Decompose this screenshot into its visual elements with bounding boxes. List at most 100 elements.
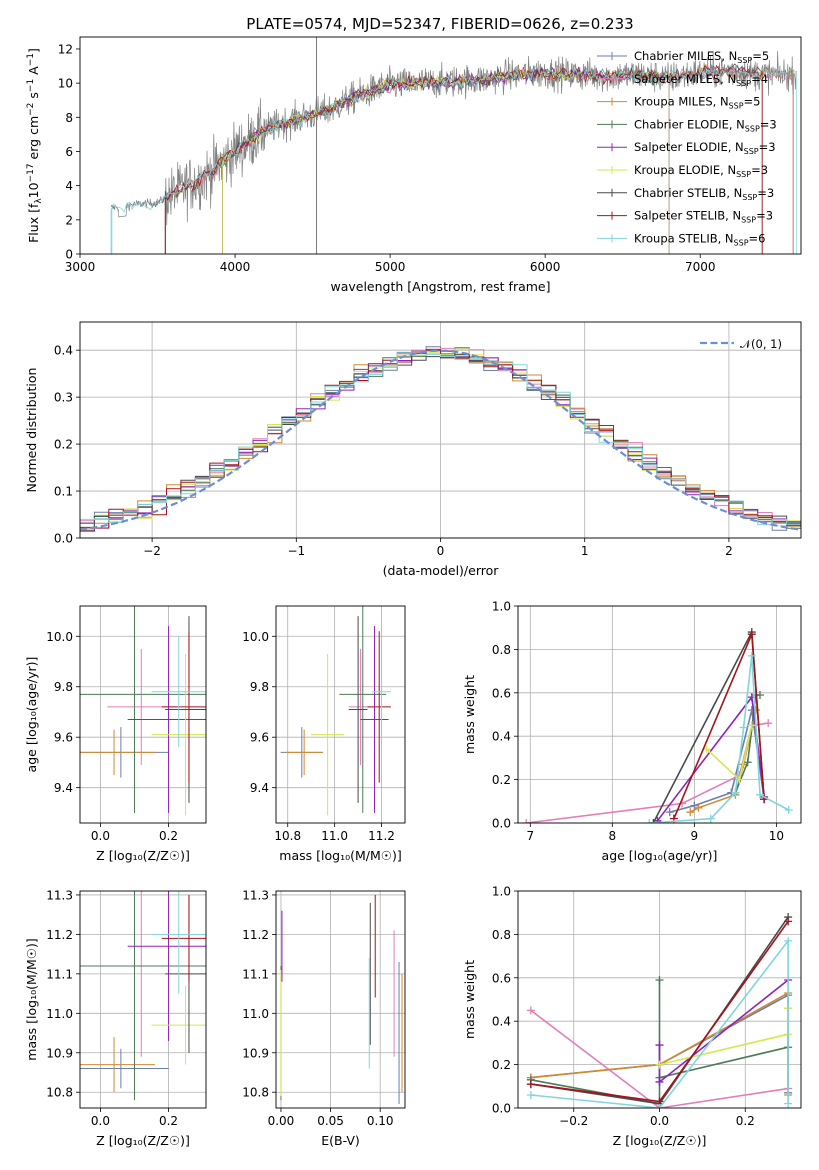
y-tick-label: 8 bbox=[65, 111, 73, 125]
y-axis-label-part: λ bbox=[34, 198, 44, 204]
legend-label-nssp: =3 bbox=[756, 209, 773, 223]
x-tick-label: 7000 bbox=[685, 260, 716, 274]
y-tick-label: 0.0 bbox=[492, 1102, 511, 1116]
x-tick-label: 4000 bbox=[220, 260, 251, 274]
y-tick-label: 0.8 bbox=[492, 928, 511, 942]
weight-marker bbox=[747, 721, 756, 730]
y-tick-label: 9.6 bbox=[250, 731, 269, 745]
x-tick-label: 11.2 bbox=[368, 829, 395, 843]
legend-label: 𝒩(0, 1) bbox=[740, 337, 782, 351]
legend-label-nssp: =3 bbox=[751, 163, 768, 177]
weight-line bbox=[658, 979, 789, 1084]
legend-label: Salpeter MILES, NSSP=4 bbox=[634, 72, 768, 88]
weight-marker bbox=[784, 1099, 793, 1108]
model-fit-line bbox=[110, 65, 797, 254]
weight-marker bbox=[526, 1006, 535, 1015]
x-tick-label: −0.2 bbox=[559, 1114, 588, 1128]
y-axis-label-part: −1 bbox=[26, 53, 36, 66]
y-tick-label: 10.9 bbox=[242, 1046, 269, 1060]
x-axis-label: wavelength [Angstrom, rest frame] bbox=[330, 279, 550, 294]
legend-label-text: Kroupa ELODIE, N bbox=[634, 163, 736, 177]
y-tick-label: 11.3 bbox=[46, 888, 73, 902]
legend-label-text: Kroupa STELIB, N bbox=[634, 231, 734, 245]
weight-marker bbox=[755, 790, 764, 799]
weight-vs-Z-lines bbox=[526, 913, 793, 1108]
x-tick-label: 5000 bbox=[375, 260, 406, 274]
x-tick-label: 10 bbox=[769, 829, 784, 843]
residual-legend: 𝒩(0, 1) bbox=[700, 337, 782, 351]
y-axis-label-part: −1 bbox=[26, 79, 36, 92]
legend-label: Chabrier STELIB, NSSP=3 bbox=[634, 186, 774, 202]
y-tick-label: 11.2 bbox=[242, 928, 269, 942]
y-tick-label: 0.6 bbox=[492, 971, 511, 985]
x-axis-label: Z [log₁₀(Z/Z☉)] bbox=[96, 848, 190, 863]
y-tick-label: 0 bbox=[65, 248, 73, 262]
weight-marker bbox=[731, 788, 740, 797]
age-vs-mass-axes: 10.8 11.0 11.2 9.4 9.6 9.8 10.0 mass [log₁₀(M/M… bbox=[242, 606, 405, 863]
x-tick-label: 0.10 bbox=[367, 1114, 394, 1128]
weight-line bbox=[659, 1008, 789, 1066]
y-axis-label: age [log₁₀(age/yr)] bbox=[24, 657, 39, 773]
legend-label-sub: SSP bbox=[745, 124, 760, 133]
legend-label-text: Chabrier ELODIE, N bbox=[634, 117, 745, 131]
y-axis-label-part: A bbox=[26, 66, 41, 79]
legend-label-nssp: =3 bbox=[759, 140, 776, 154]
y-axis-label-part: ] bbox=[26, 48, 41, 53]
x-axis-label: mass [log₁₀(M/M☉)] bbox=[279, 848, 401, 863]
y-tick-label: 9.4 bbox=[54, 781, 73, 795]
y-axis-label-part: −2 bbox=[26, 103, 36, 116]
y-tick-label: 0.4 bbox=[54, 344, 73, 358]
y-tick-label: 1.0 bbox=[492, 885, 511, 899]
x-axis-label: age [log₁₀(age/yr)] bbox=[602, 848, 718, 863]
residual-histogram bbox=[80, 352, 801, 528]
axes-frame bbox=[517, 890, 802, 1109]
model-fit-line bbox=[164, 64, 794, 254]
x-tick-label: 2 bbox=[725, 544, 733, 558]
y-tick-label: 2 bbox=[65, 213, 73, 227]
x-tick-label: −1 bbox=[287, 544, 305, 558]
weight-marker bbox=[655, 1104, 664, 1108]
weight-line bbox=[530, 938, 789, 1108]
axes-frame bbox=[79, 890, 207, 1109]
legend-label: Salpeter STELIB, NSSP=3 bbox=[634, 209, 773, 225]
x-tick-label: 0.0 bbox=[91, 1114, 110, 1128]
y-tick-label: 9.8 bbox=[54, 680, 73, 694]
y-tick-label: 9.4 bbox=[250, 781, 269, 795]
legend-label-nssp: =4 bbox=[751, 72, 768, 86]
x-tick-label: 0.2 bbox=[159, 1114, 178, 1128]
x-tick-label: 1 bbox=[581, 544, 589, 558]
y-tick-label: 10.0 bbox=[242, 630, 269, 644]
weight-marker bbox=[686, 808, 695, 817]
axes-frame bbox=[275, 605, 406, 824]
legend-label: Chabrier ELODIE, NSSP=3 bbox=[634, 117, 777, 133]
y-axis-label: Normed distribution bbox=[24, 368, 39, 493]
y-tick-label: 11.1 bbox=[242, 967, 269, 981]
age-vs-mass-points bbox=[280, 606, 391, 816]
y-axis-label-part: s bbox=[26, 92, 41, 103]
y-tick-label: 10.9 bbox=[46, 1046, 73, 1060]
x-tick-label: 7 bbox=[526, 829, 534, 843]
age-vs-Z-points bbox=[80, 606, 206, 816]
y-tick-label: 12 bbox=[58, 42, 73, 56]
legend-label: Chabrier MILES, NSSP=5 bbox=[634, 49, 769, 65]
legend-label: Kroupa STELIB, NSSP=6 bbox=[634, 231, 765, 247]
y-tick-label: 0.6 bbox=[492, 686, 511, 700]
y-tick-label: 0.2 bbox=[492, 773, 511, 787]
y-tick-label: 11.0 bbox=[242, 1007, 269, 1021]
y-axis-label: mass [log₁₀(M/M☉)] bbox=[24, 938, 39, 1060]
observed-spectrum bbox=[110, 51, 797, 226]
y-tick-label: 10.8 bbox=[242, 1086, 269, 1100]
weight-marker bbox=[649, 819, 658, 823]
mass-vs-Z-axes: 0.0 0.2 10.8 10.9 11.0 11.1 11.2 11.3 Z [log₁₀(Z… bbox=[24, 888, 206, 1148]
y-axis-label-part: erg cm bbox=[26, 116, 41, 164]
y-tick-label: 11.1 bbox=[46, 967, 73, 981]
y-tick-label: 9.6 bbox=[54, 731, 73, 745]
legend-label-nssp: =5 bbox=[744, 95, 761, 109]
y-tick-label: 10.0 bbox=[46, 630, 73, 644]
y-tick-label: 4 bbox=[65, 179, 73, 193]
y-tick-label: 11.0 bbox=[46, 1007, 73, 1021]
weight-marker bbox=[526, 1080, 535, 1089]
y-tick-label: 0.0 bbox=[54, 532, 73, 546]
x-tick-label: 0 bbox=[437, 544, 445, 558]
y-axis-label-part: Flux [f bbox=[26, 203, 41, 243]
